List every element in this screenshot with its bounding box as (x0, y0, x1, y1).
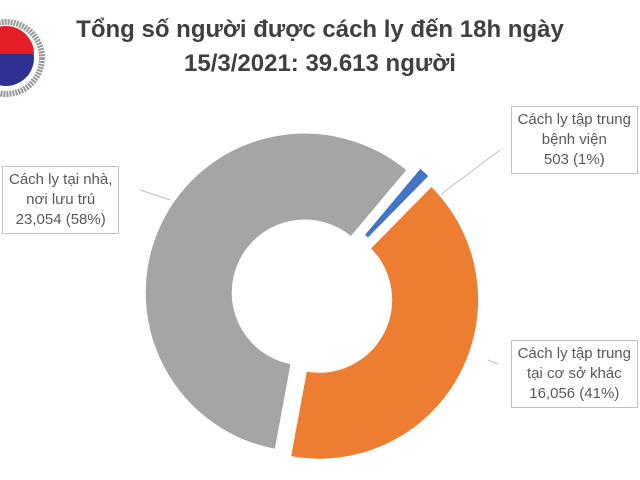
chart-title-line-2: 15/3/2021: 39.613 người (184, 50, 456, 77)
label-home-line-1: Cách ly tại nhà, (9, 171, 113, 188)
label-home-line-2: nơi lưu trú (26, 191, 96, 208)
label-hospital: Cách ly tập trung bệnh viện 503 (1%) (510, 106, 638, 174)
label-hospital-line-3: 503 (1%) (543, 151, 605, 168)
label-home-line-3: 23,054 (58%) (15, 211, 106, 228)
slice-facility (288, 184, 481, 461)
label-home: Cách ly tại nhà, nơi lưu trú 23,054 (58%… (2, 166, 120, 234)
label-facility-line-2: tại cơ sở khác (526, 365, 622, 382)
label-facility-line-1: Cách ly tập trung (517, 345, 631, 362)
slice-facility-leader-line (487, 359, 499, 365)
slice-home (143, 131, 410, 452)
label-facility: Cách ly tập trung tại cơ sở khác 16,056 … (510, 340, 638, 408)
label-hospital-line-1: Cách ly tập trung (517, 111, 631, 128)
chart-title-line-1: Tổng số người được cách ly đến 18h ngày (76, 16, 564, 43)
ministry-logo (0, 19, 45, 97)
slice-hospital (362, 166, 432, 241)
slice-home-leader-line (139, 189, 171, 201)
label-facility-line-3: 16,056 (41%) (529, 385, 620, 402)
label-hospital-line-2: bệnh viện (541, 131, 607, 148)
